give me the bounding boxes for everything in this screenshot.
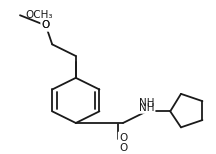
Text: O: O [119,143,127,153]
Text: NH: NH [139,98,154,108]
Text: O: O [119,143,127,153]
Text: O: O [119,133,127,143]
Text: O: O [42,20,50,30]
Text: NH: NH [139,103,154,113]
Text: O: O [42,20,50,30]
Text: O: O [42,20,50,30]
Text: OCH₃: OCH₃ [25,10,53,20]
Text: O: O [119,133,127,143]
Text: O: O [42,20,50,30]
Text: NH: NH [139,98,154,108]
Text: NH: NH [139,103,154,113]
